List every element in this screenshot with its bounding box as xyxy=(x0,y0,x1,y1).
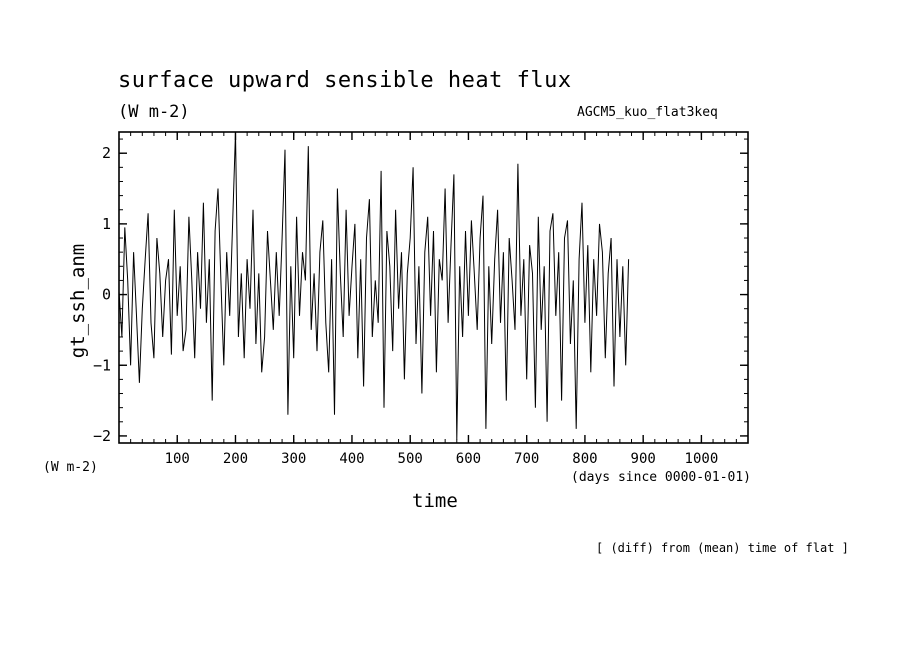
y-axis-unit-label: (W m-2) xyxy=(43,460,98,475)
x-tick-label: 300 xyxy=(281,451,306,467)
tick-labels: 100 200 300 400 500 600 700 800 900 1000 −2 −1 0 1 2 xyxy=(93,144,718,467)
y-tick-label: −2 xyxy=(93,427,111,445)
y-tick-label: 0 xyxy=(102,286,111,304)
series-line xyxy=(118,131,630,440)
experiment-label: AGCM5_kuo_flat3keq xyxy=(577,105,718,120)
x-axis-label: time xyxy=(412,490,458,512)
x-tick-label: 400 xyxy=(339,451,364,467)
y-axis-label: gt_ssh_anm xyxy=(67,243,89,359)
y-tick-label: 1 xyxy=(102,215,111,233)
y-tick-label: 2 xyxy=(102,144,111,162)
x-tick-label: 900 xyxy=(631,451,656,467)
chart-title: surface upward sensible heat flux xyxy=(118,68,572,93)
x-tick-label: 200 xyxy=(223,451,248,467)
x-tick-label: 100 xyxy=(165,451,190,467)
footnote: [ (diff) from (mean) time of flat ] xyxy=(596,541,849,555)
plot-frame xyxy=(118,131,749,444)
x-tick-label: 600 xyxy=(456,451,481,467)
x-tick-label: 800 xyxy=(572,451,597,467)
axis-ticks xyxy=(119,132,748,443)
x-tick-label: 700 xyxy=(514,451,539,467)
y-tick-label: −1 xyxy=(93,356,111,374)
x-axis-unit-label: (days since 0000-01-01) xyxy=(571,470,752,485)
x-tick-label: 500 xyxy=(398,451,423,467)
chart-units: (W m-2) xyxy=(118,102,190,122)
x-tick-label: 1000 xyxy=(685,451,719,467)
